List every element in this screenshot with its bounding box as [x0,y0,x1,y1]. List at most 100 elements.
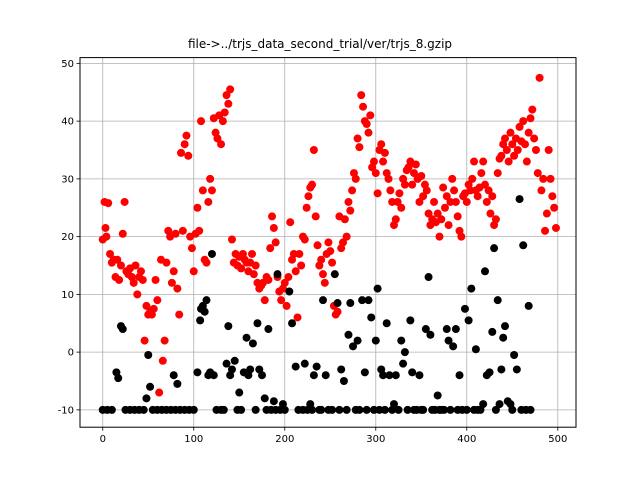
data-point [308,180,317,189]
data-point [462,405,471,414]
data-point [222,359,231,368]
data-point [133,290,142,299]
data-point [519,241,528,250]
data-point [155,388,164,397]
y-tick-label: 10 [61,290,74,301]
data-point [437,215,446,224]
data-point [508,140,517,149]
data-point [406,316,415,325]
data-point [467,284,476,293]
data-point [408,368,417,377]
data-point [104,199,113,208]
y-tick-label: -10 [58,405,74,416]
data-point [311,212,320,221]
data-point [264,325,273,334]
x-tick-label: 500 [548,434,567,445]
data-point [455,371,464,380]
data-point [512,365,521,374]
data-point [479,400,488,409]
data-point [308,405,317,414]
data-point [430,197,439,206]
data-point [550,203,559,212]
data-point [340,215,349,224]
data-point [358,296,367,305]
data-point [335,405,344,414]
data-point [291,362,300,371]
data-point [424,273,433,282]
data-point [118,229,127,238]
data-point [251,261,260,270]
data-point [435,232,444,241]
data-point [330,270,339,279]
data-point [333,307,342,316]
data-point [440,405,449,414]
data-point [486,209,495,218]
y-tick-label: 40 [61,117,74,128]
data-point [417,171,426,180]
data-point [102,232,111,241]
data-point [541,226,550,235]
data-point [180,140,189,149]
data-point [349,342,358,351]
data-point [169,371,178,380]
data-point [502,146,511,154]
data-point [367,313,376,322]
plot-frame [79,57,577,428]
data-point [539,174,548,183]
y-tick-label: 0 [68,348,74,359]
data-point [116,261,125,270]
data-point [397,336,406,345]
data-point [464,316,473,325]
data-point [493,296,502,305]
data-point [422,186,431,195]
x-tick-label: 400 [457,434,476,445]
data-point [344,197,353,206]
data-point [521,140,530,149]
data-point [400,180,409,189]
data-point [439,183,448,192]
data-point [355,143,364,152]
data-point [202,296,211,305]
data-point [253,319,262,328]
data-point [444,221,453,230]
data-point [198,186,207,195]
data-point [442,325,451,334]
data-point [158,356,167,365]
y-tick-label: 50 [61,59,74,70]
data-point [227,365,236,374]
data-point [182,131,191,140]
data-point [153,296,162,305]
data-point [339,238,348,247]
data-point [362,405,371,414]
data-point [295,249,304,258]
data-point [546,174,555,183]
grid-lines [80,57,576,428]
data-point [468,174,477,183]
data-point [524,301,533,310]
data-point [471,345,480,354]
data-points [98,73,560,414]
data-point [213,134,222,143]
data-point [249,270,258,279]
data-point [260,296,269,305]
data-point [342,232,351,241]
data-point [462,197,471,206]
data-point [101,223,110,232]
data-point [195,226,204,235]
data-point [450,186,459,195]
data-point [339,377,348,385]
data-point [364,296,373,305]
data-point [268,212,277,221]
data-point [320,278,329,287]
data-point [333,299,342,308]
data-point [495,400,504,409]
data-point [318,296,327,305]
data-point [484,186,493,195]
data-point [317,405,326,414]
data-point [337,365,346,374]
data-point [488,327,497,336]
x-tick-label: 300 [366,434,385,445]
data-point [490,244,499,253]
data-point [399,359,408,368]
data-point [328,258,337,267]
